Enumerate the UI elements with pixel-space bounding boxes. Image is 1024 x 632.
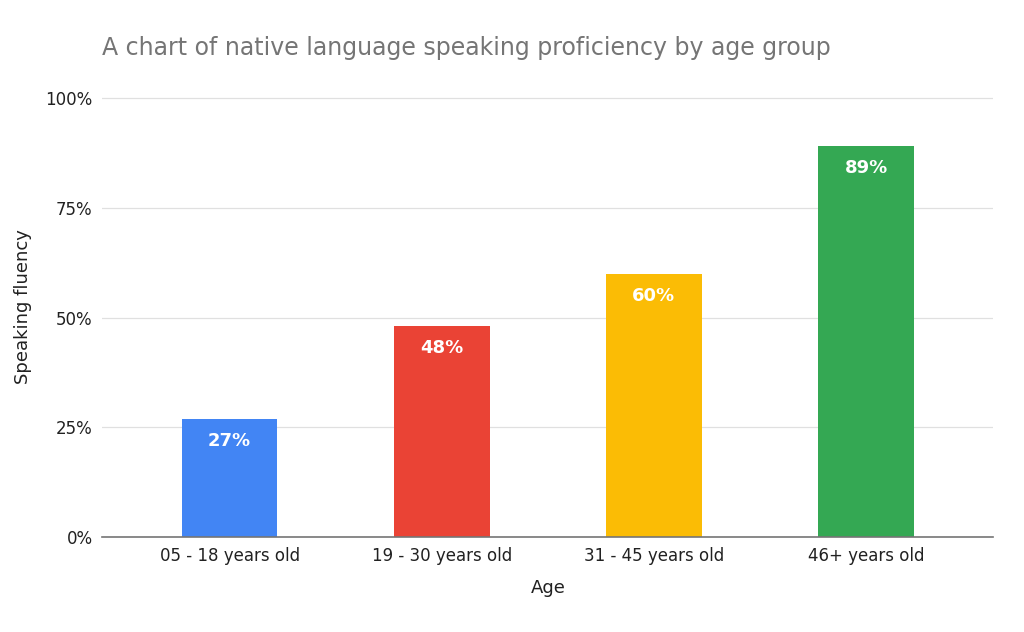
Text: A chart of native language speaking proficiency by age group: A chart of native language speaking prof… [102, 36, 831, 60]
Text: 89%: 89% [845, 159, 888, 178]
Bar [818, 146, 913, 537]
X-axis label: Age: Age [530, 579, 565, 597]
Y-axis label: Speaking fluency: Speaking fluency [13, 229, 32, 384]
Bar [182, 418, 278, 537]
Bar [606, 274, 701, 537]
Bar [394, 326, 489, 537]
Text: 60%: 60% [633, 287, 676, 305]
Text: 48%: 48% [420, 339, 464, 358]
Text: 27%: 27% [208, 432, 251, 450]
